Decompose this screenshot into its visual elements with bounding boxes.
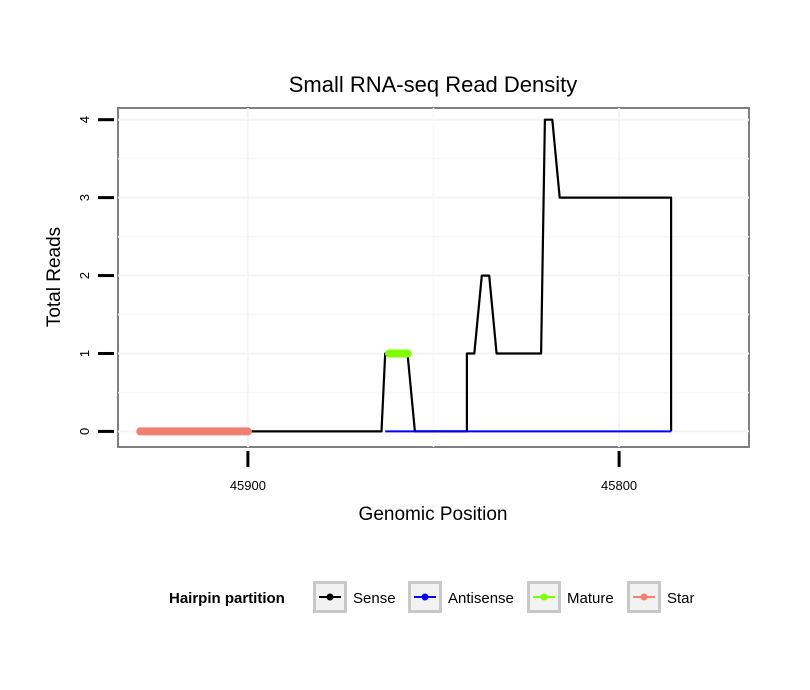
chart-title: Small RNA-seq Read Density xyxy=(289,72,578,97)
legend-label-mature: Mature xyxy=(567,590,614,607)
legend-label-star: Star xyxy=(667,590,695,607)
y-tick-label: 2 xyxy=(77,272,92,279)
legend-point-star xyxy=(640,593,648,601)
y-tick-label: 3 xyxy=(77,194,92,201)
x-axis-label: Genomic Position xyxy=(359,504,508,525)
y-axis-label: Total Reads xyxy=(44,227,65,327)
x-tick-label: 45800 xyxy=(601,478,637,493)
y-tick-label: 4 xyxy=(77,116,92,123)
legend-label-sense: Sense xyxy=(353,590,396,607)
x-tick-label: 45900 xyxy=(230,478,266,493)
series-layer xyxy=(136,118,673,436)
axis-layer: 0 1 2 3 4 45900 45800 xyxy=(77,116,637,493)
legend-point-antisense xyxy=(421,593,429,601)
legend-title: Hairpin partition xyxy=(169,590,285,607)
y-tick-label: 1 xyxy=(77,350,92,357)
legend-point-sense xyxy=(326,593,334,601)
legend: Hairpin partition Sense Antisense Mature St… xyxy=(169,581,695,613)
legend-point-mature xyxy=(540,593,548,601)
legend-label-antisense: Antisense xyxy=(448,590,514,607)
y-tick-label: 0 xyxy=(77,428,92,435)
